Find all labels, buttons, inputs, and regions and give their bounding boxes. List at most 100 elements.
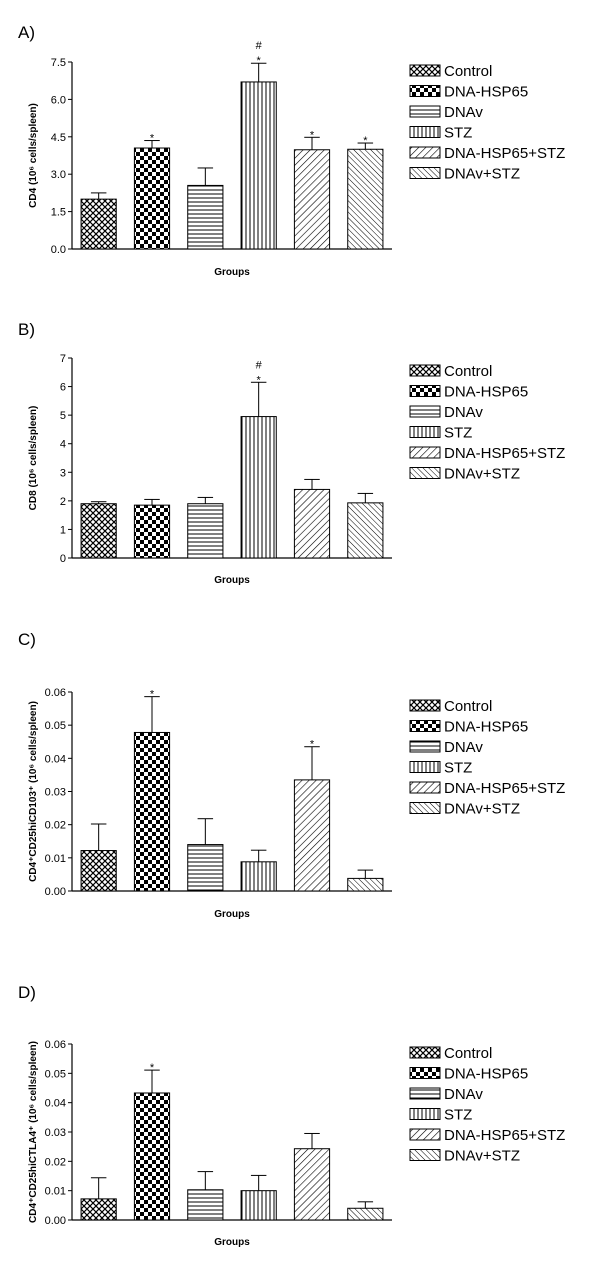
y-tick-label: 0.01 bbox=[45, 853, 66, 865]
y-tick-label: 0.05 bbox=[45, 720, 66, 732]
y-tick-label: 4.5 bbox=[51, 132, 66, 144]
bar-control bbox=[80, 850, 117, 892]
y-tick-label: 0.00 bbox=[45, 1215, 66, 1227]
bar-dna-hsp65-stz bbox=[293, 1148, 331, 1221]
legend-swatch-control bbox=[409, 364, 441, 377]
legend-swatch-control bbox=[409, 64, 441, 77]
bar-stz bbox=[240, 81, 277, 250]
significance-star: * bbox=[150, 1062, 155, 1074]
y-tick-label: 3.0 bbox=[51, 169, 66, 181]
y-tick-label: 0.06 bbox=[45, 687, 66, 699]
legend-swatch-dnav-stz bbox=[409, 1149, 441, 1161]
legend-swatch-stz bbox=[409, 126, 441, 138]
x-axis-title: Groups bbox=[214, 909, 250, 920]
bar-dna-hsp65 bbox=[133, 1092, 171, 1221]
y-tick-label: 4 bbox=[60, 439, 66, 451]
legend-label: STZ bbox=[444, 125, 472, 142]
legend-label: DNA-HSP65+STZ bbox=[444, 780, 565, 797]
legend-label: DNAv bbox=[444, 1086, 483, 1103]
y-tick-label: 0.06 bbox=[45, 1039, 66, 1051]
legend-label: DNA-HSP65 bbox=[444, 84, 528, 101]
significance-star: * bbox=[310, 739, 315, 751]
legend-swatch-dnav bbox=[409, 740, 441, 753]
panel-label: A) bbox=[18, 23, 35, 42]
x-axis-title: Groups bbox=[214, 575, 250, 586]
bar-dnav bbox=[187, 844, 224, 892]
y-tick-label: 0 bbox=[60, 553, 66, 565]
legend-swatch-stz bbox=[409, 761, 441, 773]
legend-swatch-dna-hsp65-stz bbox=[409, 781, 441, 794]
bar-stz bbox=[240, 416, 277, 559]
legend-swatch-dnav bbox=[409, 1087, 441, 1100]
bar-dna-hsp65 bbox=[133, 147, 171, 250]
legend-label: DNAv bbox=[444, 739, 483, 756]
significance-hash: # bbox=[256, 40, 263, 52]
bar-dnav-stz bbox=[347, 148, 384, 250]
significance-star: * bbox=[150, 689, 155, 701]
bar-control bbox=[80, 198, 117, 250]
panel-label: C) bbox=[18, 630, 36, 649]
significance-hash: # bbox=[256, 359, 263, 371]
legend-label: DNA-HSP65 bbox=[444, 1066, 528, 1083]
y-tick-label: 5 bbox=[60, 410, 66, 422]
y-axis-title: CD4⁺CD25hiCD103⁺ (10⁶ cells/spleen) bbox=[28, 701, 39, 882]
significance-star: * bbox=[257, 55, 262, 67]
legend-label: DNA-HSP65+STZ bbox=[444, 1127, 565, 1144]
legend-label: DNA-HSP65 bbox=[444, 384, 528, 401]
significance-star: * bbox=[310, 129, 315, 141]
legend-swatch-dna-hsp65 bbox=[409, 385, 441, 397]
legend-label: STZ bbox=[444, 760, 472, 777]
legend-swatch-control bbox=[409, 1046, 441, 1059]
legend-label: DNA-HSP65+STZ bbox=[444, 445, 565, 462]
legend-label: DNAv bbox=[444, 404, 483, 421]
legend-swatch-dna-hsp65-stz bbox=[409, 1128, 441, 1141]
significance-star: * bbox=[150, 133, 155, 145]
y-tick-label: 0.01 bbox=[45, 1186, 66, 1198]
legend-swatch-dna-hsp65 bbox=[409, 85, 441, 97]
legend-swatch-stz bbox=[409, 1108, 441, 1120]
bar-dnav bbox=[187, 184, 224, 250]
legend-swatch-dnav-stz bbox=[409, 467, 441, 479]
y-tick-label: 0.02 bbox=[45, 1156, 66, 1168]
y-tick-label: 6 bbox=[60, 382, 66, 394]
y-axis-title: CD4⁺CD25hiCTLA4⁺ (10⁶ cells/spleen) bbox=[28, 1041, 39, 1223]
legend-swatch-dnav bbox=[409, 405, 441, 418]
y-tick-label: 6.0 bbox=[51, 94, 66, 106]
legend-label: DNAv+STZ bbox=[444, 166, 520, 183]
x-axis-title: Groups bbox=[214, 267, 250, 278]
legend-label: DNAv+STZ bbox=[444, 466, 520, 483]
legend-label: DNA-HSP65 bbox=[444, 719, 528, 736]
legend-swatch-dnav-stz bbox=[409, 802, 441, 814]
y-tick-label: 0.0 bbox=[51, 244, 66, 256]
y-tick-label: 1 bbox=[60, 524, 66, 536]
legend-label: DNAv+STZ bbox=[444, 801, 520, 818]
panel-label: D) bbox=[18, 983, 36, 1002]
bar-dnav-stz bbox=[347, 502, 384, 559]
legend-swatch-dna-hsp65 bbox=[409, 1067, 441, 1079]
y-tick-label: 0.04 bbox=[45, 753, 66, 765]
significance-star: * bbox=[363, 135, 368, 147]
bar-stz bbox=[240, 861, 277, 892]
x-axis-title: Groups bbox=[214, 1237, 250, 1248]
bar-dnav-stz bbox=[347, 1207, 384, 1221]
legend-swatch-stz bbox=[409, 426, 441, 438]
legend-swatch-dna-hsp65 bbox=[409, 720, 441, 732]
y-tick-label: 0.04 bbox=[45, 1098, 66, 1110]
y-tick-label: 7.5 bbox=[51, 57, 66, 69]
y-tick-label: 3 bbox=[60, 467, 66, 479]
bar-dnav-stz bbox=[347, 877, 384, 892]
bar-dna-hsp65-stz bbox=[293, 149, 331, 250]
bar-dnav bbox=[187, 1189, 224, 1221]
y-tick-label: 2 bbox=[60, 496, 66, 508]
legend-label: DNA-HSP65+STZ bbox=[444, 145, 565, 162]
legend-swatch-dnav-stz bbox=[409, 167, 441, 179]
legend-swatch-dna-hsp65-stz bbox=[409, 446, 441, 459]
y-axis-title: CD4 (10⁶ cells/spleen) bbox=[28, 103, 39, 208]
y-tick-label: 7 bbox=[60, 353, 66, 365]
y-tick-label: 0.00 bbox=[45, 886, 66, 898]
bar-dna-hsp65 bbox=[133, 731, 171, 892]
bar-stz bbox=[240, 1190, 277, 1221]
bar-dna-hsp65-stz bbox=[293, 488, 331, 559]
significance-star: * bbox=[257, 374, 262, 386]
